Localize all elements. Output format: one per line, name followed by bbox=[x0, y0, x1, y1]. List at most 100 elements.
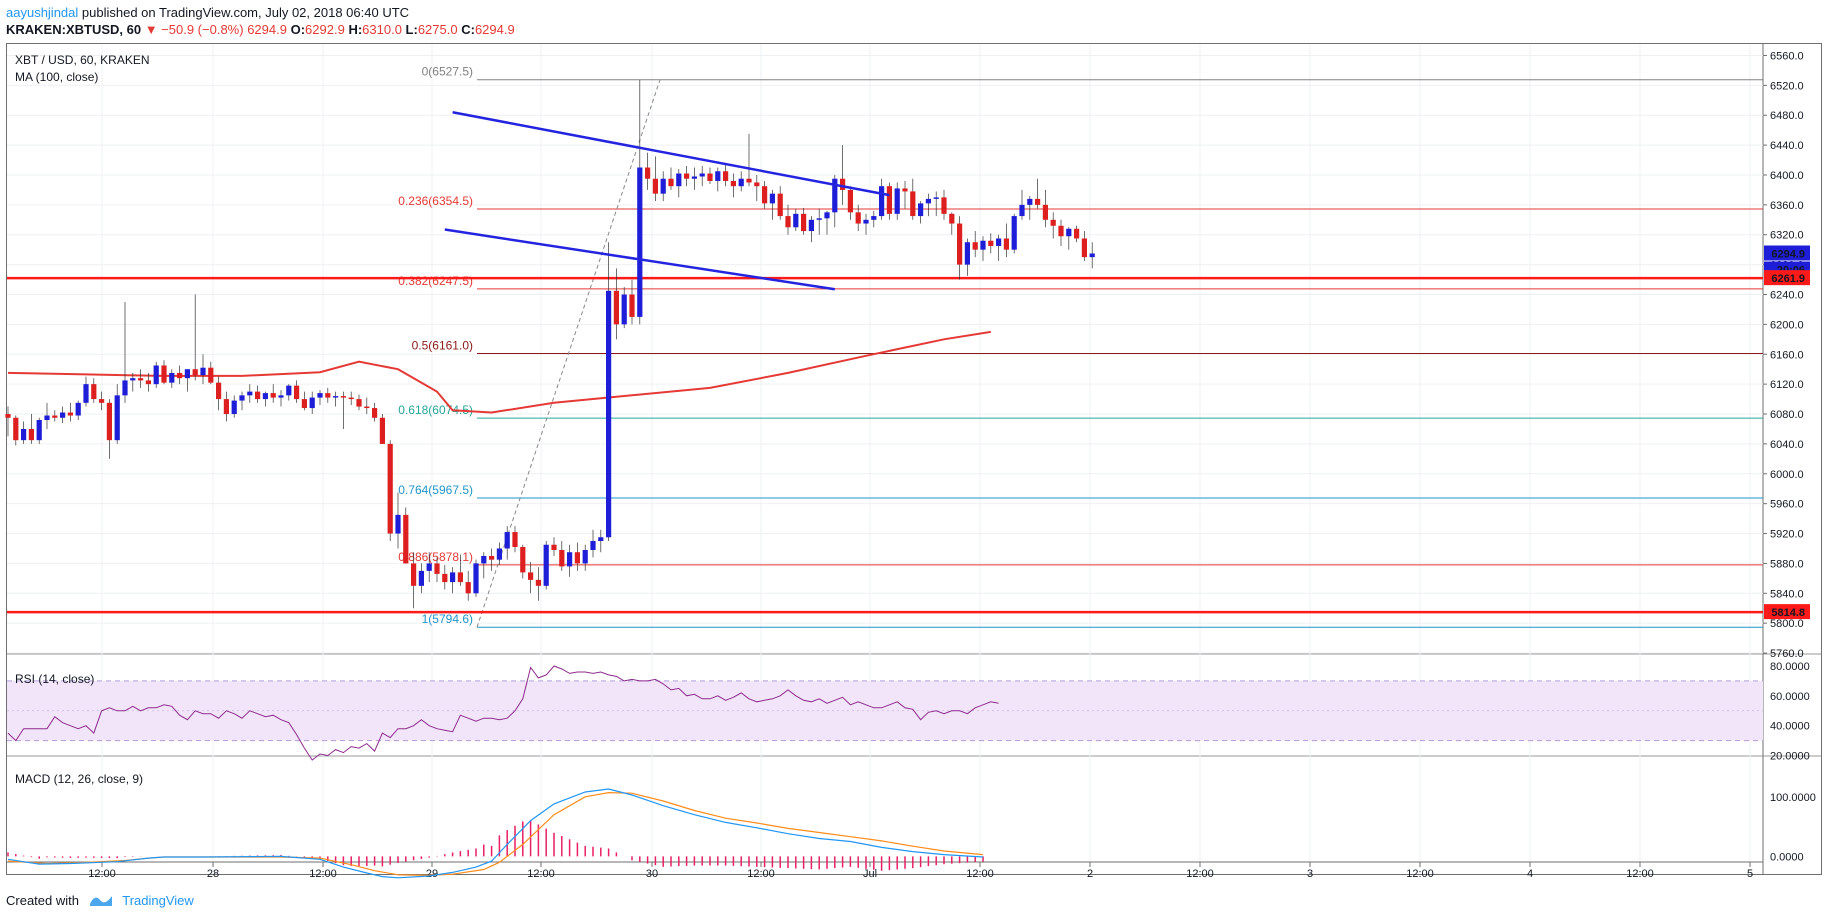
candle-body bbox=[886, 186, 892, 214]
candle-body bbox=[871, 216, 877, 220]
close-value: 6294.9 bbox=[474, 22, 515, 37]
candle-body bbox=[28, 428, 34, 441]
candle-body bbox=[325, 393, 331, 398]
close-label: C: bbox=[461, 22, 475, 37]
candle-body bbox=[629, 294, 635, 317]
time-tick-label: Jul bbox=[863, 868, 877, 880]
candle-body bbox=[1035, 198, 1041, 205]
candle-body bbox=[949, 213, 955, 224]
candle-body bbox=[824, 212, 830, 219]
candle-body bbox=[465, 582, 471, 594]
candle-body bbox=[1003, 238, 1009, 250]
candle-body bbox=[364, 406, 370, 409]
candle-body bbox=[426, 563, 432, 571]
candle-body bbox=[621, 294, 627, 325]
candle-body bbox=[145, 380, 151, 385]
open-value: 6292.9 bbox=[305, 22, 345, 37]
time-tick-label: 12:00 bbox=[1406, 868, 1434, 880]
open-label: O: bbox=[290, 22, 306, 37]
price-axis-marker bbox=[1764, 604, 1810, 620]
last-price: 6294.9 bbox=[247, 22, 287, 37]
candle-body bbox=[762, 186, 768, 204]
time-tick-label: 2 bbox=[1087, 868, 1093, 880]
candle-body bbox=[1050, 219, 1056, 226]
price-tick-label: 6160.0 bbox=[1770, 349, 1804, 361]
price-tick-label: 6120.0 bbox=[1770, 379, 1804, 391]
price-axis-marker bbox=[1764, 245, 1810, 261]
candle-body bbox=[918, 203, 924, 217]
candle-body bbox=[652, 178, 658, 194]
time-tick-label: 3 bbox=[1307, 868, 1313, 880]
candle-body bbox=[832, 178, 838, 213]
candle-body bbox=[902, 188, 908, 192]
candle-body bbox=[699, 173, 705, 177]
created-with-text: Created with bbox=[6, 893, 79, 908]
candle-body bbox=[473, 563, 479, 594]
rsi-band bbox=[7, 680, 1763, 741]
chart-title: XBT / USD, 60, KRAKEN bbox=[15, 53, 150, 67]
time-tick-label: 29 bbox=[426, 868, 438, 880]
candle-body bbox=[574, 552, 580, 564]
candle-body bbox=[957, 223, 963, 265]
candle-body bbox=[177, 372, 183, 379]
candle-body bbox=[286, 385, 292, 396]
time-tick-label: 12:00 bbox=[1186, 868, 1214, 880]
candle-body bbox=[481, 555, 487, 564]
candle-body bbox=[1011, 216, 1017, 250]
published-text: published on TradingView.com, July 02, 2… bbox=[81, 5, 410, 20]
rsi-label: RSI (14, close) bbox=[15, 672, 94, 686]
candle-body bbox=[231, 400, 237, 415]
candle-body bbox=[5, 414, 11, 418]
price-axis-marker-label: 5814.8 bbox=[1771, 607, 1805, 619]
time-tick-label: 5 bbox=[1747, 868, 1753, 880]
price-tick-label: 6360.0 bbox=[1770, 200, 1804, 212]
candle-body bbox=[723, 171, 729, 181]
macd-label: MACD (12, 26, close, 9) bbox=[15, 772, 143, 786]
candle-body bbox=[200, 367, 206, 376]
fib-level-label: 0.382(6247.5) bbox=[398, 274, 473, 288]
candle-body bbox=[83, 384, 89, 403]
candle-body bbox=[169, 372, 175, 383]
candle-body bbox=[153, 365, 159, 385]
tradingview-brand[interactable]: TradingView bbox=[122, 893, 194, 908]
candle-body bbox=[684, 173, 690, 179]
time-tick-label: 30 bbox=[646, 868, 658, 880]
candle-body bbox=[489, 555, 495, 560]
candle-body bbox=[528, 572, 534, 580]
macd-line bbox=[7, 788, 984, 879]
candle-body bbox=[933, 197, 939, 199]
candle-body bbox=[668, 178, 674, 187]
rsi-tick-label: 40.0000 bbox=[1770, 721, 1810, 733]
candle-body bbox=[442, 573, 448, 583]
fib-level-label: 0.236(6354.5) bbox=[398, 194, 473, 208]
candle-body bbox=[793, 213, 799, 228]
high-value: 6310.0 bbox=[362, 22, 402, 37]
candle-body bbox=[294, 385, 300, 400]
candle-body bbox=[777, 193, 783, 217]
candle-body bbox=[879, 186, 885, 217]
candle-body bbox=[36, 420, 42, 441]
price-tick-label: 5960.0 bbox=[1770, 499, 1804, 511]
symbol-label: KRAKEN:XBTUSD, 60 bbox=[6, 22, 142, 37]
candle-body bbox=[60, 412, 66, 418]
candle-body bbox=[403, 514, 409, 564]
candle-body bbox=[535, 579, 541, 586]
fib-level-label: 0(6527.5) bbox=[422, 65, 473, 79]
candle-body bbox=[1027, 198, 1033, 205]
author-link[interactable]: aayushjindal bbox=[6, 5, 79, 20]
candle-body bbox=[457, 572, 463, 583]
candle-body bbox=[75, 402, 81, 416]
candle-body bbox=[411, 563, 417, 586]
candle-body bbox=[512, 532, 518, 547]
candle-body bbox=[184, 369, 190, 379]
candle-body bbox=[301, 399, 307, 409]
candle-body bbox=[847, 189, 853, 213]
candle-body bbox=[660, 178, 666, 194]
candle-body bbox=[99, 399, 105, 403]
price-tick-label: 5920.0 bbox=[1770, 529, 1804, 541]
candle-body bbox=[1019, 204, 1025, 217]
candle-body bbox=[863, 219, 869, 224]
rsi-tick-label: 20.0000 bbox=[1770, 751, 1810, 763]
time-tick-label: 12:00 bbox=[309, 868, 337, 880]
